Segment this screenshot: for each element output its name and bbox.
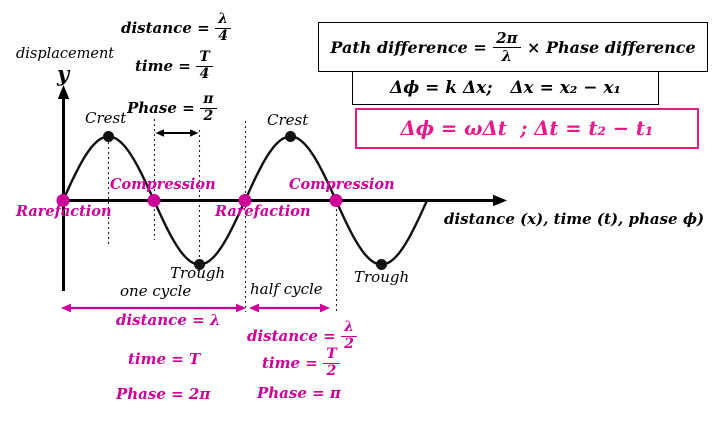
formula-text: Δϕ = ωΔt ; Δt = t₂ − t₁ [400,117,654,140]
fraction-numerator: T [195,49,214,67]
quarter-phase-formula: Phase = π 2 [127,91,217,124]
fraction-denominator: λ [501,46,513,65]
fraction-denominator: 2 [326,362,337,379]
fraction-denominator: 4 [199,65,210,82]
dotted-guides [107,119,338,312]
fraction-denominator: 2 [344,335,354,352]
rarefaction-point [56,194,70,207]
y-axis-symbol: y [57,61,70,86]
axes [57,85,507,291]
fraction: λ 2 [340,319,358,352]
compression-label-2: Compression [289,176,395,193]
path-difference-formula-box: Path difference = 2π λ × Phase differenc… [318,22,708,72]
rarefaction-label-1: Rarefaction [16,203,112,220]
k-delta-x-formula-box: Δϕ = k Δx; Δx = x₂ − x₁ [352,71,659,105]
rarefaction-label-2: Rarefaction [215,203,311,220]
formula-text: Δϕ = k Δx; Δx = x₂ − x₁ [390,78,621,98]
crest-point [103,131,114,142]
rarefaction-point [238,194,252,207]
crest-label-1: Crest [85,109,127,127]
fraction-denominator: 4 [218,27,228,44]
one-cycle-arrow [61,303,246,313]
fraction-numerator: T [322,346,341,364]
half-cycle-arrow-right-head [320,303,330,313]
wave-dots [56,131,387,270]
half-cycle-arrow [249,303,330,313]
y-axis-title: displacement [16,46,115,62]
y-axis-arrowhead [57,85,70,99]
x-axis-arrowhead [493,194,507,207]
fraction-numerator: 2π [492,30,522,48]
formula-text: time = [135,56,191,75]
half-cycle-arrow-left-head [249,303,259,313]
phase-arrow-left-head [155,129,164,137]
one-cycle-phase: Phase = 2π [116,385,211,403]
formula-text: time = [262,353,318,372]
trough-label-2: Trough [354,268,410,286]
formula-text: Path difference = [330,37,487,57]
fraction: π 2 [199,91,217,124]
fraction: T 4 [195,49,214,82]
trough-label-1: Trough [170,264,226,282]
crest-point [285,131,296,142]
one-cycle-arrow-right-head [236,303,246,313]
fraction-numerator: π [199,91,217,109]
fraction-numerator: λ [340,319,358,337]
fraction: 2π λ [492,30,522,65]
formula-text: × Phase difference [527,37,696,57]
fraction: T 2 [322,346,341,379]
fraction: λ 4 [214,11,232,44]
trough-point [194,259,205,270]
x-axis-title: distance (x), time (t), phase ϕ) [444,210,705,228]
half-cycle-distance: distance = λ 2 [247,319,358,352]
compression-label-1: Compression [110,176,216,193]
trough-point [376,259,387,270]
compression-point [147,194,161,207]
half-cycle-label: half cycle [250,280,323,298]
half-cycle-time: time = T 2 [262,346,341,379]
half-cycle-phase: Phase = π [257,384,341,402]
one-cycle-distance: distance = λ [116,311,221,329]
quarter-time-formula: time = T 4 [135,49,214,82]
formula-text: distance = [121,18,210,37]
one-cycle-time: time = T [128,350,201,368]
quarter-distance-formula: distance = λ 4 [121,11,232,44]
phase-arrow-right-head [190,129,199,137]
fraction-denominator: 2 [203,107,214,124]
crest-label-2: Crest [267,111,309,129]
one-cycle-arrow-left-head [61,303,71,313]
formula-text: Phase = [127,98,195,117]
fraction-numerator: λ [214,11,232,29]
compression-point [329,194,343,207]
omega-delta-t-formula-box: Δϕ = ωΔt ; Δt = t₂ − t₁ [355,108,699,149]
phase-quarter-arrow [155,129,199,137]
formula-text: distance = [247,326,336,345]
one-cycle-label: one cycle [120,282,192,300]
